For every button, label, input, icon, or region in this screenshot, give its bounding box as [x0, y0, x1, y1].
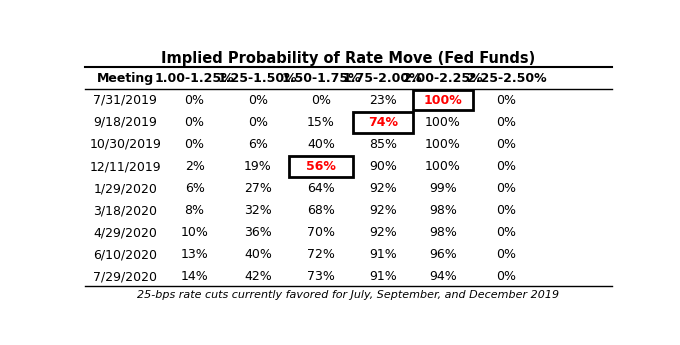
Text: 99%: 99% [429, 182, 457, 195]
Text: 27%: 27% [244, 182, 272, 195]
Text: 0%: 0% [496, 160, 516, 173]
Text: 56%: 56% [306, 160, 336, 173]
Text: 0%: 0% [184, 116, 205, 129]
Text: 68%: 68% [307, 204, 335, 217]
Text: 0%: 0% [496, 182, 516, 195]
Text: 0%: 0% [248, 116, 268, 129]
Text: 0%: 0% [248, 94, 268, 107]
Text: 0%: 0% [496, 270, 516, 283]
Text: 2.25-2.50%: 2.25-2.50% [466, 71, 546, 85]
Text: 96%: 96% [429, 248, 457, 261]
Text: 2%: 2% [185, 160, 205, 173]
Text: 6/10/2020: 6/10/2020 [93, 248, 157, 261]
Text: 15%: 15% [307, 116, 335, 129]
Text: 91%: 91% [369, 270, 396, 283]
Bar [413, 90, 473, 110]
Text: 36%: 36% [244, 226, 272, 239]
Text: 92%: 92% [369, 226, 396, 239]
Text: 4/29/2020: 4/29/2020 [93, 226, 157, 239]
Text: 19%: 19% [244, 160, 272, 173]
Bar [290, 156, 353, 177]
Text: 40%: 40% [244, 248, 272, 261]
Text: 100%: 100% [425, 160, 461, 173]
Text: 90%: 90% [369, 160, 396, 173]
Text: Implied Probability of Rate Move (Fed Funds): Implied Probability of Rate Move (Fed Fu… [161, 51, 536, 66]
Text: 8%: 8% [184, 204, 205, 217]
Text: 94%: 94% [429, 270, 457, 283]
Text: 1.50-1.75%: 1.50-1.75% [282, 71, 361, 85]
Text: 92%: 92% [369, 182, 396, 195]
Text: 0%: 0% [496, 226, 516, 239]
Text: 12/11/2019: 12/11/2019 [90, 160, 161, 173]
Text: 7/31/2019: 7/31/2019 [93, 94, 157, 107]
Text: 10/30/2019: 10/30/2019 [89, 138, 161, 151]
Text: 74%: 74% [368, 116, 398, 129]
Text: 0%: 0% [496, 116, 516, 129]
Text: 0%: 0% [496, 204, 516, 217]
Text: 1.75-2.00%: 1.75-2.00% [343, 71, 422, 85]
Text: 70%: 70% [307, 226, 335, 239]
Text: 100%: 100% [425, 116, 461, 129]
Text: 6%: 6% [248, 138, 268, 151]
Text: 98%: 98% [429, 226, 457, 239]
Text: 3/18/2020: 3/18/2020 [93, 204, 157, 217]
Text: 10%: 10% [181, 226, 209, 239]
Text: 25-bps rate cuts currently favored for July, September, and December 2019: 25-bps rate cuts currently favored for J… [137, 289, 560, 299]
Text: 98%: 98% [429, 204, 457, 217]
Text: 72%: 72% [307, 248, 335, 261]
Text: 64%: 64% [307, 182, 335, 195]
Text: 42%: 42% [244, 270, 272, 283]
Text: Meeting: Meeting [97, 71, 154, 85]
Text: 14%: 14% [181, 270, 209, 283]
Text: 85%: 85% [369, 138, 396, 151]
Text: 0%: 0% [496, 94, 516, 107]
Text: 1.00-1.25%: 1.00-1.25% [155, 71, 235, 85]
Text: 91%: 91% [369, 248, 396, 261]
Text: 100%: 100% [424, 94, 462, 107]
Text: 92%: 92% [369, 204, 396, 217]
Text: 40%: 40% [307, 138, 335, 151]
Text: 1/29/2020: 1/29/2020 [93, 182, 157, 195]
Text: 0%: 0% [496, 138, 516, 151]
Text: 1.25-1.50%: 1.25-1.50% [218, 71, 298, 85]
Text: 23%: 23% [369, 94, 396, 107]
Text: 0%: 0% [311, 94, 331, 107]
Bar [353, 112, 413, 132]
Text: 7/29/2020: 7/29/2020 [93, 270, 157, 283]
Text: 9/18/2019: 9/18/2019 [93, 116, 157, 129]
Text: 0%: 0% [184, 138, 205, 151]
Text: 6%: 6% [185, 182, 205, 195]
Text: 2.00-2.25%: 2.00-2.25% [403, 71, 483, 85]
Text: 73%: 73% [307, 270, 335, 283]
Text: 13%: 13% [181, 248, 209, 261]
Text: 100%: 100% [425, 138, 461, 151]
Text: 0%: 0% [184, 94, 205, 107]
Text: 0%: 0% [496, 248, 516, 261]
Text: 32%: 32% [244, 204, 272, 217]
